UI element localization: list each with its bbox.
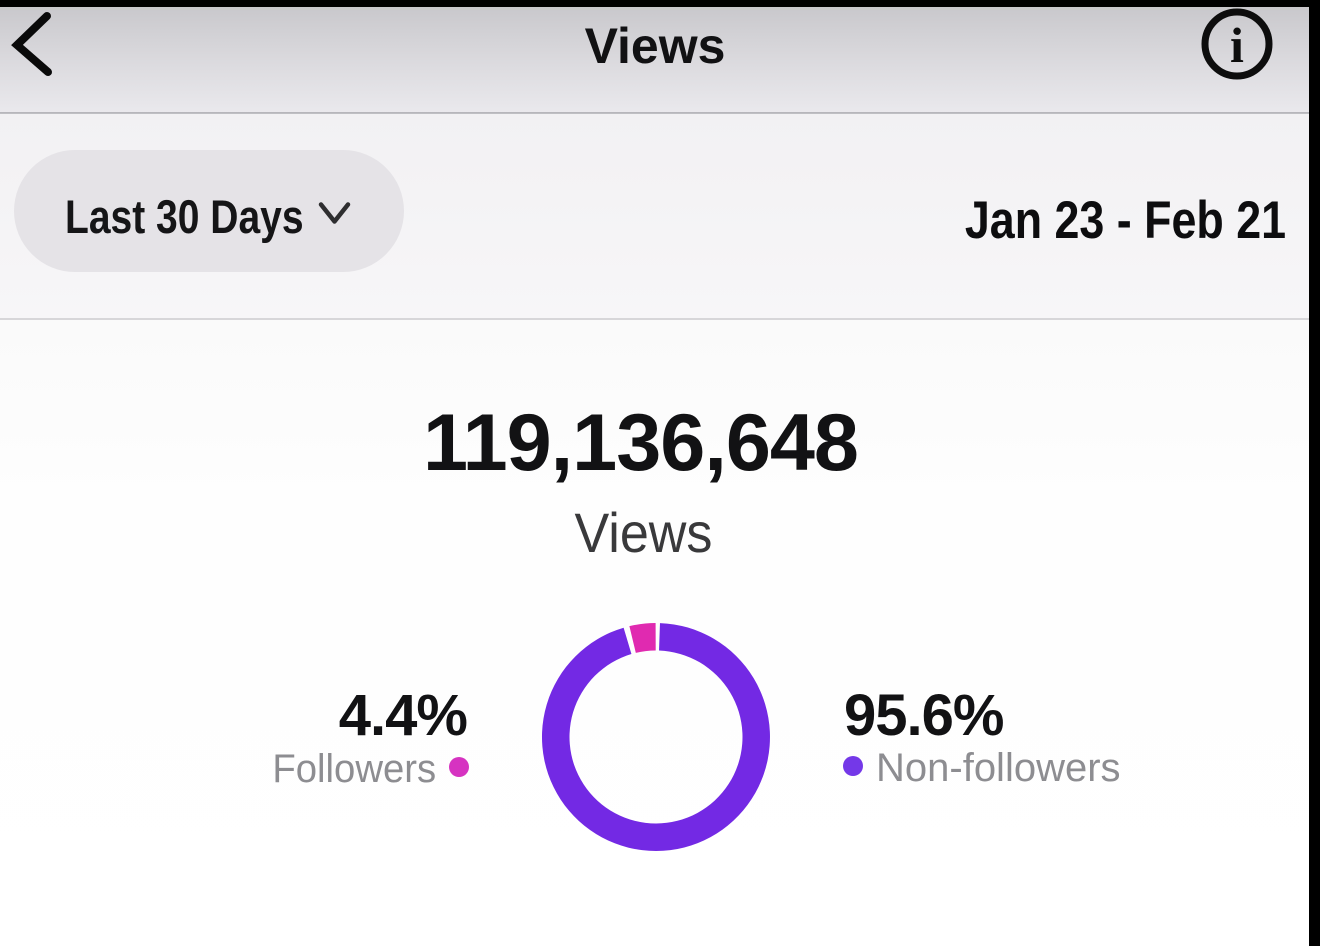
svg-text:i: i <box>1230 17 1244 73</box>
